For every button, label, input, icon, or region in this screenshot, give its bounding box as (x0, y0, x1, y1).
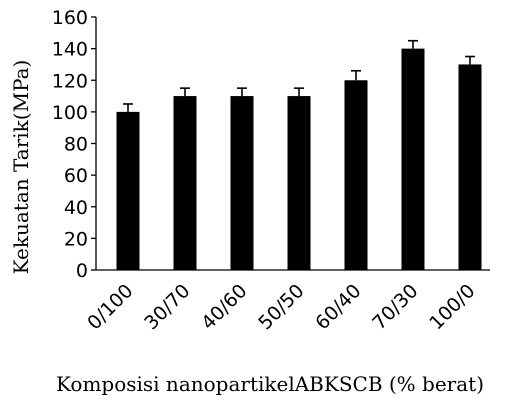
y-tick-label: 120 (52, 70, 88, 92)
y-tick-label: 80 (64, 134, 88, 156)
x-tick-label: 100/0 (425, 280, 479, 334)
y-tick-label: 160 (52, 7, 88, 29)
y-tick-label: 0 (76, 260, 88, 282)
bar (401, 48, 425, 270)
x-tick-label: 30/70 (140, 280, 194, 334)
y-tick-label: 20 (64, 228, 88, 250)
bar (458, 64, 482, 270)
y-tick-label: 140 (52, 39, 88, 61)
bars (116, 39, 482, 270)
y-axis: 0 20 40 60 80 100 120 140 160 (52, 7, 97, 282)
bar (173, 96, 197, 270)
x-tick-label: 50/50 (254, 280, 308, 334)
bar (230, 96, 254, 270)
y-tick-label: 100 (52, 102, 88, 124)
bar (344, 80, 368, 270)
y-axis-title: Kekuatan Tarik(MPa) (9, 60, 33, 275)
y-tick-label: 60 (64, 165, 88, 187)
x-axis: 0/100 30/70 40/60 50/50 60/40 70/30 100/0 (83, 269, 490, 334)
x-tick-label: 70/30 (368, 280, 422, 334)
y-tick-label: 40 (64, 197, 88, 219)
bar (116, 111, 140, 270)
bar (287, 96, 311, 270)
x-tick-label: 60/40 (311, 280, 365, 334)
x-axis-title: Komposisi nanopartikelABKSCB (% berat) (56, 372, 484, 396)
x-tick-label: 40/60 (197, 280, 251, 334)
x-tick-label: 0/100 (83, 280, 137, 334)
